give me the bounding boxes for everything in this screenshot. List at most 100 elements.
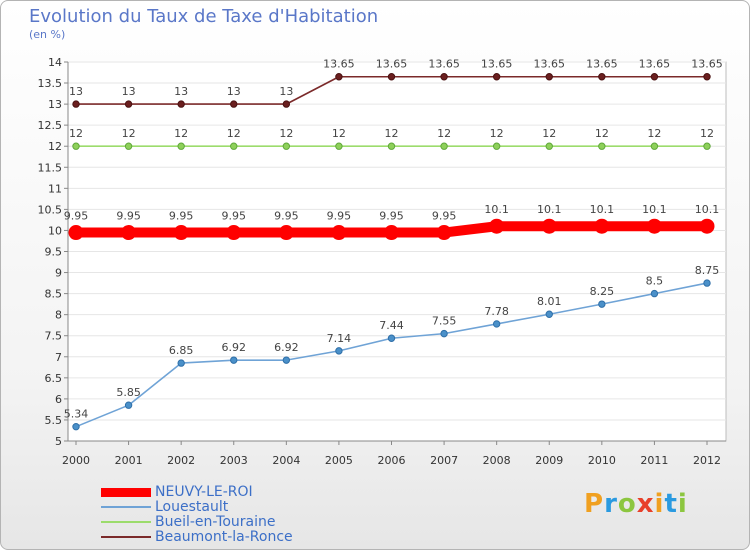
data-point (124, 142, 133, 150)
data-point (335, 142, 343, 150)
data-point (121, 225, 137, 241)
data-point (492, 320, 501, 328)
chart-subtitle: (en %) (29, 28, 66, 41)
x-tick-label: 2009 (535, 454, 563, 467)
y-tick-label: 6 (55, 393, 62, 406)
y-tick-label: 14 (48, 56, 62, 69)
logo-letter: r (604, 489, 618, 519)
data-label: 5.85 (116, 386, 141, 399)
x-tick-label: 2003 (220, 454, 248, 467)
data-label: 13 (227, 85, 241, 98)
x-tick-label: 2004 (272, 454, 300, 467)
legend-label: Beaumont-la-Ronce (155, 529, 293, 545)
y-tick-label: 6.5 (45, 372, 63, 385)
y-tick-label: 9 (55, 267, 62, 280)
data-label: 12 (122, 127, 136, 140)
data-label: 8.5 (646, 275, 664, 288)
y-tick-label: 8 (55, 309, 62, 322)
data-label: 10.1 (590, 203, 615, 216)
data-label: 7.44 (379, 319, 404, 332)
logo-letter: i (677, 489, 688, 519)
data-label: 12 (437, 127, 451, 140)
data-label: 9.95 (222, 210, 247, 223)
data-point (545, 310, 553, 318)
data-label: 12 (227, 127, 241, 140)
y-tick-label: 12 (48, 140, 62, 153)
data-label: 13.65 (586, 58, 618, 71)
data-label: 9.95 (169, 210, 194, 223)
data-point (230, 100, 238, 108)
legend-label: Louestault (155, 499, 229, 515)
data-label: 12 (279, 127, 293, 140)
data-point (282, 100, 291, 108)
y-tick-label: 11.5 (38, 161, 63, 174)
y-tick-label: 9.5 (45, 246, 63, 259)
data-label: 7.55 (432, 315, 457, 328)
y-tick-label: 13.5 (38, 77, 63, 90)
data-label: 12 (490, 127, 504, 140)
data-label: 6.85 (169, 344, 194, 357)
data-point (440, 73, 448, 81)
data-point (72, 422, 80, 431)
x-tick-label: 2010 (588, 454, 616, 467)
data-label: 10.1 (537, 203, 562, 216)
data-label: 9.95 (327, 210, 352, 223)
data-label: 12 (69, 127, 83, 140)
data-point (387, 142, 396, 150)
data-point (545, 73, 553, 81)
data-point (384, 225, 399, 241)
x-tick-label: 2002 (167, 454, 195, 467)
data-label: 8.01 (537, 295, 562, 308)
data-label: 9.95 (379, 210, 404, 223)
data-point (598, 73, 606, 81)
data-label: 13.65 (376, 58, 408, 71)
y-tick-label: 12.5 (38, 119, 63, 132)
chart-title: Evolution du Taux de Taxe d'Habitation (29, 6, 379, 27)
y-tick-label: 13 (48, 98, 62, 111)
data-point (335, 73, 343, 81)
data-label: 13.65 (691, 58, 723, 71)
data-label: 13.65 (428, 58, 460, 71)
x-tick-label: 2000 (62, 454, 90, 467)
data-label: 13 (279, 85, 293, 98)
data-label: 6.92 (222, 341, 247, 354)
data-point (278, 225, 294, 241)
data-point (541, 218, 557, 234)
data-label: 6.92 (274, 341, 299, 354)
legend-swatch (101, 536, 151, 538)
data-label: 12 (647, 127, 661, 140)
data-point (335, 347, 343, 355)
data-point (72, 142, 80, 150)
y-tick-label: 5.5 (45, 414, 63, 427)
data-point (650, 289, 659, 298)
x-tick-label: 2005 (325, 454, 353, 467)
x-tick-label: 2006 (378, 454, 406, 467)
data-label: 9.95 (116, 210, 141, 223)
data-point (545, 142, 553, 150)
legend-swatch (101, 521, 151, 523)
x-tick-label: 2012 (693, 454, 721, 467)
legend-label: NEUVY-LE-ROI (155, 484, 253, 500)
data-point (594, 218, 610, 234)
data-label: 12 (332, 127, 346, 140)
legend-swatch (101, 488, 151, 497)
proxiti-logo: Proxiti (584, 489, 688, 519)
data-point (598, 142, 606, 150)
data-point (650, 142, 659, 150)
y-tick-label: 7 (55, 351, 62, 364)
data-label: 13.65 (639, 58, 671, 71)
data-label: 12 (595, 127, 609, 140)
data-point (230, 142, 238, 150)
y-tick-label: 10.5 (38, 203, 63, 216)
data-label: 12 (385, 127, 399, 140)
data-point (177, 359, 185, 367)
data-point (282, 142, 291, 150)
logo-letter: P (584, 489, 605, 519)
data-point (440, 142, 448, 150)
x-tick-label: 2011 (640, 454, 668, 467)
data-point (68, 225, 84, 241)
data-point (387, 334, 396, 342)
data-point (177, 142, 185, 150)
